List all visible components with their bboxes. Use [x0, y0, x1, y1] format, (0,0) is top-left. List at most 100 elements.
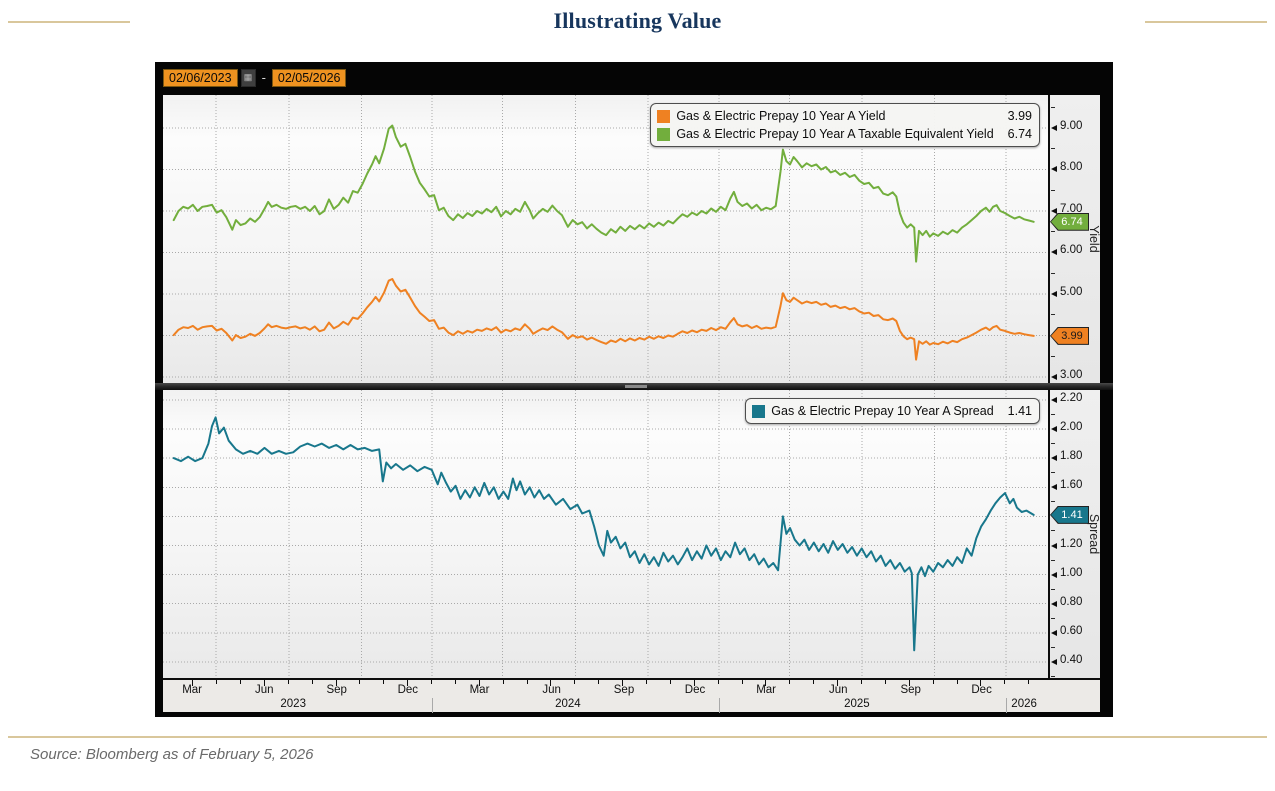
x-axis-minor-tick: [502, 680, 504, 684]
x-axis-minor-tick: [717, 680, 719, 684]
yield-ytick-label: 9.00: [1060, 119, 1083, 132]
spread-ytick-mark: [1051, 542, 1057, 549]
yield-series-label: Gas & Electric Prepay 10 Year A Yield: [676, 109, 886, 123]
spread-ytick-label: 2.00: [1060, 421, 1083, 434]
x-axis-minor-tick: [884, 680, 886, 684]
x-axis-year-label: 2026: [1011, 698, 1037, 710]
splitter-grip-handle[interactable]: [625, 385, 647, 388]
x-axis-minor-tick: [861, 680, 862, 684]
bloomberg-chart-frame: 02/06/2023 ▦ - 02/05/2026 Gas & Electric…: [155, 62, 1113, 717]
taxable-equivalent-series-label: Gas & Electric Prepay 10 Year A Taxable …: [676, 127, 994, 141]
spread-ytick-minor-mark: [1051, 588, 1055, 590]
yield-last-value-tag: 3.99: [1050, 326, 1089, 345]
yield-ytick-label: 6.00: [1060, 244, 1083, 257]
spread-ytick-mark: [1051, 600, 1057, 607]
title-rule-left: [8, 21, 130, 23]
panel-splitter[interactable]: [155, 383, 1113, 390]
spread-ytick-minor-mark: [1051, 530, 1055, 532]
yield-ytick-label: 8.00: [1060, 161, 1083, 174]
yield-series-line-1: [172, 124, 1035, 263]
spread-plot-svg[interactable]: [163, 390, 1048, 678]
spread-ytick-label: 0.80: [1060, 595, 1083, 608]
spread-series-line-0: [172, 416, 1035, 652]
x-axis-minor-tick: [741, 680, 743, 684]
spread-ytick-mark: [1051, 396, 1057, 403]
spread-ytick-label: 0.40: [1060, 653, 1083, 666]
spread-ytick-minor-mark: [1051, 413, 1055, 415]
calendar-dropdown-button[interactable]: ▦: [240, 68, 256, 87]
x-axis-major-tick: [192, 680, 194, 686]
x-axis-major-tick: [263, 680, 265, 686]
x-axis-month-label: Sep: [613, 684, 635, 696]
x-axis-minor-tick: [311, 680, 313, 684]
spread-series-label: Gas & Electric Prepay 10 Year A Spread: [771, 404, 994, 418]
x-axis-month-label: Mar: [182, 684, 202, 696]
yield-legend[interactable]: Gas & Electric Prepay 10 Year A Yield 3.…: [650, 103, 1040, 147]
spread-ytick-mark: [1051, 571, 1057, 578]
x-axis-year-label: 2024: [555, 698, 581, 710]
yield-ytick-minor-mark: [1051, 148, 1055, 150]
yield-ytick-mark: [1051, 373, 1057, 380]
x-axis-minor-tick: [431, 680, 432, 684]
spread-ytick-mark: [1051, 455, 1057, 462]
x-axis-major-tick: [550, 680, 552, 686]
spread-legend[interactable]: Gas & Electric Prepay 10 Year A Spread 1…: [745, 398, 1040, 424]
x-axis-month-label: Jun: [829, 684, 848, 696]
x-axis-strip: Mar Jun Sep Dec Mar Jun Sep Dec Mar Jun Sep Dec 2023…: [163, 678, 1100, 713]
x-axis-year-label: 2025: [844, 698, 870, 710]
yield-ytick-minor-mark: [1051, 314, 1055, 316]
yield-ytick-label: 7.00: [1060, 202, 1083, 215]
title-rule-right: [1145, 21, 1267, 23]
x-axis-major-tick: [478, 680, 480, 686]
x-axis-minor-tick: [813, 680, 815, 684]
spread-ytick-label: 2.20: [1060, 391, 1083, 404]
x-axis-major-tick: [335, 680, 337, 686]
yield-ytick-minor-mark: [1051, 189, 1055, 191]
legend-row-taxable-equivalent: Gas & Electric Prepay 10 Year A Taxable …: [657, 125, 1032, 143]
x-axis-major-tick: [765, 680, 767, 686]
legend-row-yield: Gas & Electric Prepay 10 Year A Yield 3.…: [657, 107, 1032, 125]
x-axis-minor-tick: [526, 680, 528, 684]
x-axis-minor-tick: [598, 680, 600, 684]
x-axis-minor-tick: [359, 680, 361, 684]
spread-last-value-tag-text: 1.41: [1051, 506, 1088, 523]
spread-axis-title: Spread: [1087, 513, 1101, 555]
x-axis-month-label: Dec: [397, 684, 419, 696]
yield-last-value-tag-text: 6.74: [1051, 213, 1088, 230]
x-axis-minor-tick: [1004, 680, 1006, 684]
x-axis-year-divider: [1006, 698, 1008, 713]
x-axis-minor-tick: [574, 680, 576, 684]
yield-ytick-mark: [1051, 290, 1057, 297]
footer-rule: [8, 736, 1267, 738]
x-axis-minor-tick: [239, 680, 241, 684]
x-axis-major-tick: [693, 680, 695, 686]
x-axis-minor-tick: [1028, 680, 1030, 684]
spread-ytick-label: 1.00: [1060, 566, 1083, 579]
x-axis-year-divider: [718, 698, 720, 713]
end-date-input[interactable]: 02/05/2026: [271, 68, 347, 87]
source-note: Source: Bloomberg as of February 5, 2026: [30, 746, 314, 763]
x-axis-minor-tick: [789, 680, 791, 684]
x-axis-month-label: Mar: [756, 684, 776, 696]
yield-plot-svg[interactable]: [163, 95, 1048, 383]
x-axis-month-label: Dec: [971, 684, 992, 696]
yield-series-value: 3.99: [1007, 109, 1032, 123]
x-axis-minor-tick: [454, 680, 456, 684]
yield-ytick-minor-mark: [1051, 106, 1055, 108]
spread-ytick-minor-mark: [1051, 443, 1055, 445]
spread-ytick-mark: [1051, 658, 1057, 665]
x-axis-minor-tick: [646, 680, 647, 684]
start-date-input[interactable]: 02/06/2023: [163, 68, 238, 87]
date-range-separator: -: [261, 70, 266, 85]
yield-ytick-mark: [1051, 207, 1057, 214]
spread-ytick-label: 1.80: [1060, 450, 1083, 463]
x-axis-year-label: 2023: [280, 698, 306, 710]
spread-series-swatch: [752, 404, 766, 418]
x-axis-month-label: Jun: [542, 684, 561, 696]
x-axis-major-tick: [622, 680, 624, 686]
x-axis-major-tick: [407, 680, 409, 686]
taxable-equivalent-series-swatch: [657, 127, 671, 141]
x-axis-major-tick: [837, 680, 839, 686]
x-axis-minor-tick: [669, 680, 671, 684]
spread-ytick-label: 1.20: [1060, 537, 1083, 550]
